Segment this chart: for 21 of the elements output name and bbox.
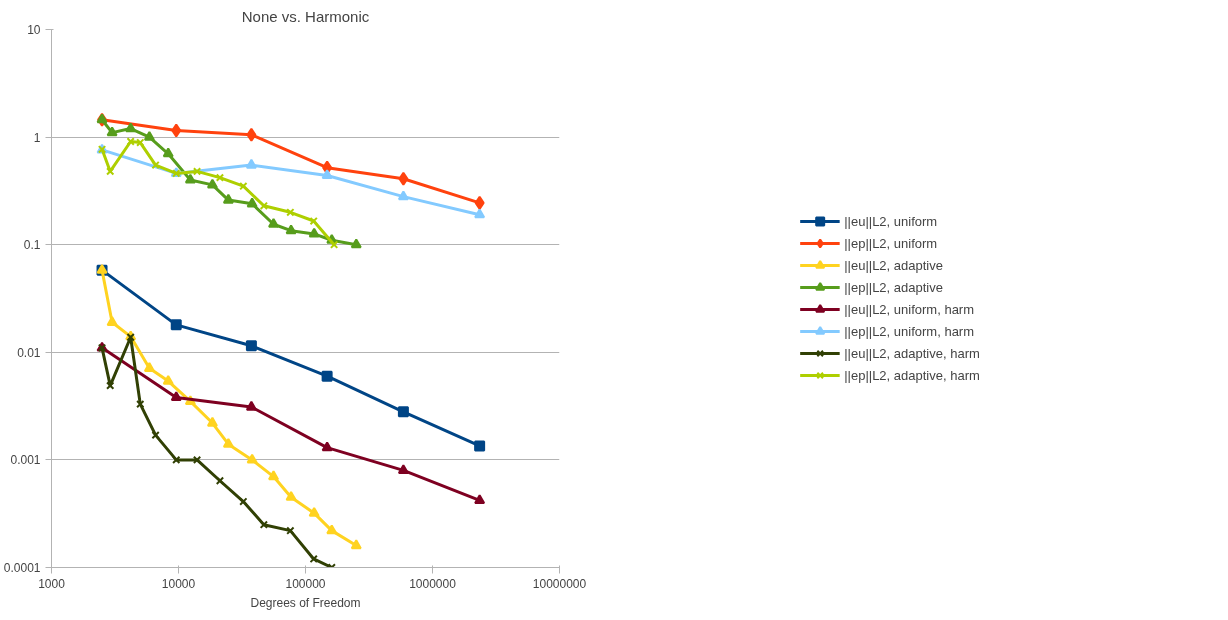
y-tick-label: 0.01 xyxy=(17,345,41,360)
x-tick-label: 100000 xyxy=(285,576,326,591)
y-tick-label: 0.001 xyxy=(10,453,41,468)
legend-label: ||eu||L2, adaptive xyxy=(844,257,943,273)
legend-label: ||ep||L2, adaptive, harm xyxy=(844,367,980,383)
y-tick-label: 0.0001 xyxy=(3,561,41,575)
y-tick-label: 1 xyxy=(33,130,41,145)
legend-label: ||ep||L2, uniform xyxy=(844,235,938,251)
legend-label: ||ep||L2, adaptive xyxy=(844,279,943,295)
x-tick-label: 1000 xyxy=(38,576,66,591)
legend-label: ||ep||L2, uniform, harm xyxy=(844,323,975,339)
legend-label: ||eu||L2, adaptive, harm xyxy=(844,345,980,361)
chart-title: None vs. Harmonic xyxy=(241,7,370,25)
y-tick-label: 10 xyxy=(27,23,41,37)
x-axis-title: Degrees of Freedom xyxy=(250,595,361,610)
x-tick-label: 10000 xyxy=(161,576,196,591)
legend-label: ||eu||L2, uniform, harm xyxy=(844,301,975,317)
x-tick-label: 1000000 xyxy=(409,576,457,591)
y-tick-label: 0.1 xyxy=(23,238,41,253)
legend-label: ||eu||L2, uniform xyxy=(844,213,938,229)
x-tick-label: 10000000 xyxy=(532,576,587,591)
